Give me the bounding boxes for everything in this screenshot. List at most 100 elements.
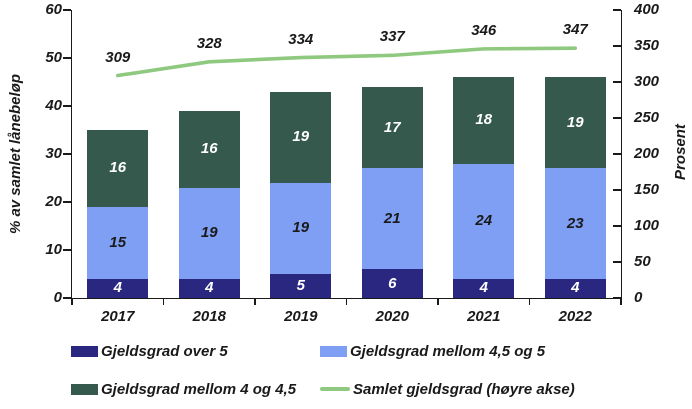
y-axis-right-spine: [620, 10, 622, 300]
y-axis-right-tick: [612, 9, 621, 11]
line-point-label: 337: [379, 28, 405, 46]
y-axis-right-tick: [612, 153, 621, 155]
bar-segment-label: 21: [383, 209, 401, 227]
y-axis-left-tick-label: 0: [53, 289, 62, 306]
bar-segment: [361, 269, 423, 298]
y-axis-left-tick-label: 30: [45, 145, 62, 162]
bar-segment: [544, 168, 606, 279]
x-axis-category-label: 2022: [558, 308, 592, 325]
bar-segment: [87, 130, 149, 207]
legend-label: Samlet gjeldsgrad (høyre akse): [353, 380, 575, 398]
y-axis-left-spine: [70, 10, 72, 300]
bar-segment: [453, 278, 515, 298]
bar-segment: [270, 91, 332, 183]
bar-segment: [178, 110, 240, 188]
bar-segment-label: 15: [109, 233, 127, 251]
line-point-label: 309: [105, 48, 131, 66]
x-axis-tick: [254, 299, 256, 305]
y-axis-right-tick-label: 250: [634, 109, 660, 126]
y-axis-right-tick-label: 300: [634, 73, 660, 90]
bar-segment: [87, 278, 149, 298]
bar-segment-label: 24: [475, 212, 493, 230]
bar-segment: [544, 278, 606, 298]
x-axis-tick: [528, 299, 531, 305]
x-axis-category-label: 2021: [467, 308, 501, 325]
x-axis-tick: [437, 299, 439, 305]
y-axis-right-tick-label: 0: [634, 289, 643, 306]
x-axis-tick: [71, 299, 73, 305]
bar-segment-label: 5: [296, 277, 305, 294]
legend-color-swatch: [71, 383, 98, 395]
y-axis-left-tick: [62, 297, 71, 299]
bar-segment: [178, 187, 240, 279]
bar-segment: [453, 77, 515, 164]
bar-segment-label: 4: [113, 279, 122, 297]
line-point-label: 334: [288, 30, 314, 48]
x-axis-category-label: 2019: [284, 308, 318, 325]
line-point-label: 346: [471, 21, 497, 39]
bar-segment: [178, 278, 240, 298]
bar-segment-label: 18: [475, 111, 493, 129]
bar-segment-label: 4: [205, 279, 214, 297]
y-axis-left-tick-label: 10: [45, 241, 62, 258]
y-axis-right-tick-label: 150: [634, 181, 660, 198]
bar-segment: [270, 182, 332, 274]
y-axis-right-tick: [612, 45, 621, 47]
bar-segment-label: 4: [571, 279, 580, 297]
y-axis-left-tick: [62, 153, 71, 155]
x-axis-tick: [162, 299, 165, 305]
legend-item: Gjeldsgrad over 5: [71, 342, 228, 360]
y-axis-right-tick-label: 400: [634, 1, 660, 18]
y-axis-right-tick-label: 350: [634, 37, 660, 54]
bar-segment-label: 16: [200, 140, 218, 158]
y-axis-right-tick: [612, 81, 621, 83]
y-axis-right-tick-label: 50: [634, 253, 651, 270]
y-axis-right-tick-label: 200: [634, 145, 660, 162]
y-axis-right-tick: [612, 117, 621, 119]
line-point-label: 328: [196, 34, 222, 52]
bar-segment-label: 19: [292, 219, 310, 237]
bar-segment-label: 23: [566, 214, 584, 232]
legend-line-swatch: [320, 387, 350, 391]
x-axis-category-label: 2020: [375, 308, 409, 325]
bar-segment: [544, 77, 606, 169]
bar-segment-label: 4: [479, 279, 488, 297]
bar-segment-label: 6: [388, 274, 397, 292]
y-axis-left-tick-label: 40: [45, 97, 62, 114]
bar-segment: [361, 168, 423, 270]
bar-segment-label: 19: [200, 224, 218, 242]
legend-color-swatch: [71, 345, 98, 357]
line-point-label: 347: [562, 21, 588, 39]
bar-segment-label: 19: [566, 113, 584, 131]
bar-segment-label: 17: [383, 118, 401, 136]
y-axis-right-tick: [612, 189, 621, 191]
bar-segment-label: 16: [109, 159, 127, 177]
bar-segment: [270, 274, 332, 298]
y-axis-left-tick-label: 60: [45, 1, 62, 18]
legend-item: Gjeldsgrad mellom 4,5 og 5: [320, 342, 546, 360]
x-axis-category-label: 2018: [192, 308, 226, 325]
y-axis-left-tick: [62, 57, 71, 59]
legend-label: Gjeldsgrad mellom 4,5 og 5: [350, 342, 546, 360]
bar-segment-label: 19: [292, 128, 310, 146]
y-axis-left-tick: [62, 249, 71, 251]
legend-color-swatch: [320, 345, 347, 357]
y-axis-left-tick-label: 50: [45, 49, 62, 66]
legend-item: Gjeldsgrad mellom 4 og 4,5: [71, 380, 297, 398]
bar-segment: [361, 86, 423, 169]
y-axis-right-tick-label: 100: [634, 217, 660, 234]
y-axis-right-tick: [612, 261, 621, 263]
y-axis-left-tick: [62, 9, 71, 11]
y-axis-right-tick: [612, 297, 621, 299]
legend-label: Gjeldsgrad mellom 4 og 4,5: [101, 380, 297, 398]
y-axis-right-tick: [612, 225, 621, 227]
x-axis-spine: [70, 297, 622, 299]
y-axis-left-tick: [62, 201, 71, 203]
x-axis-category-label: 2017: [101, 308, 135, 325]
y-axis-left-tick: [62, 105, 71, 107]
x-axis-tick: [620, 299, 622, 305]
legend-label: Gjeldsgrad over 5: [101, 342, 228, 360]
legend-item: Samlet gjeldsgrad (høyre akse): [320, 380, 575, 398]
bar-segment: [453, 163, 515, 279]
